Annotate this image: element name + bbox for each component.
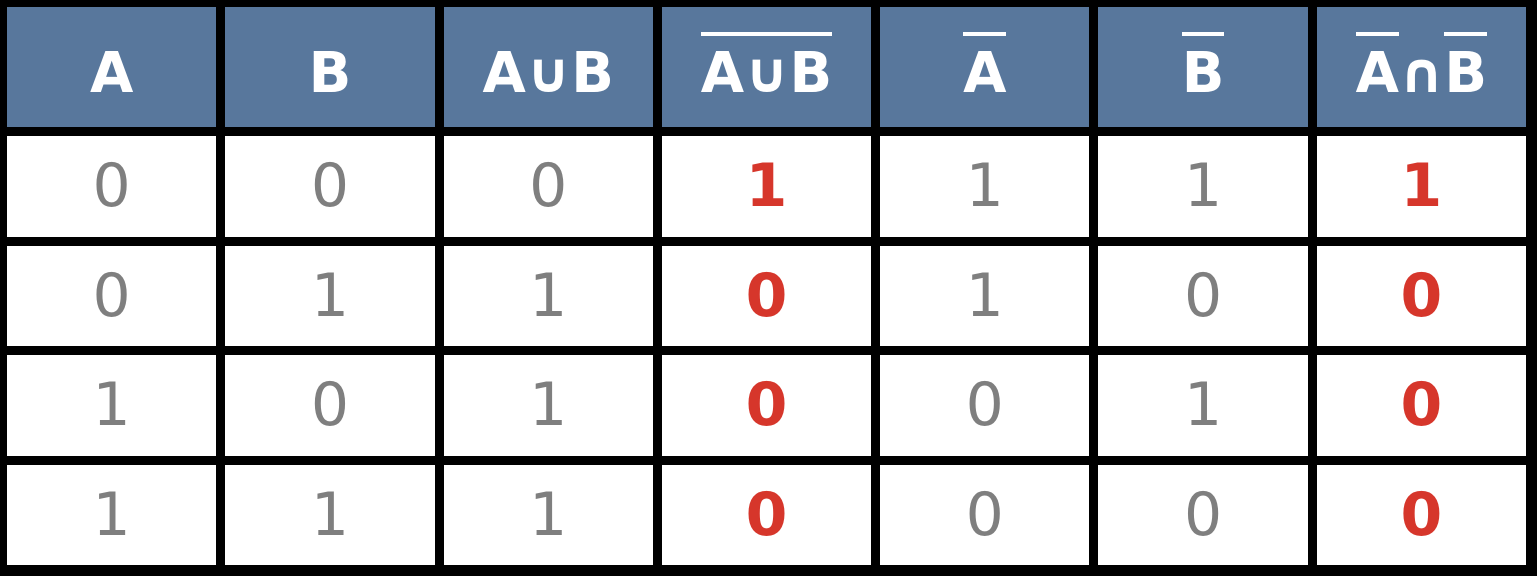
header-not-a-union-b-label: A∪B <box>700 32 833 102</box>
table-cell: 0 <box>225 136 435 237</box>
header-not-a-union-b: A∪B <box>661 7 872 127</box>
table-cell: 0 <box>7 245 217 346</box>
table-cell: 0 <box>880 355 1090 456</box>
table-cell: 0 <box>661 355 872 456</box>
table-cell: 0 <box>7 136 217 237</box>
table-cell: 1 <box>880 245 1090 346</box>
table-cell: 1 <box>661 136 872 237</box>
table-cell: 1 <box>1098 136 1308 237</box>
table-cell: 0 <box>880 464 1090 565</box>
table-cell: 1 <box>1098 355 1308 456</box>
header-part-not-b: B <box>1444 32 1488 102</box>
table-cell: 1 <box>225 464 435 565</box>
header-not-b: B <box>1098 7 1308 127</box>
table-cell: 1 <box>443 464 653 565</box>
table-cell: 0 <box>661 245 872 346</box>
table-cell: 1 <box>7 464 217 565</box>
table-cell: 1 <box>443 245 653 346</box>
header-part-intersect: ∩ <box>1398 41 1445 106</box>
table-cell: 0 <box>1316 464 1526 565</box>
header-a-union-b: A∪B <box>443 7 653 127</box>
table-cell: 0 <box>1316 355 1526 456</box>
table-cell: 0 <box>661 464 872 565</box>
table-cell: 1 <box>880 136 1090 237</box>
header-b-label: B <box>308 41 352 106</box>
table-cell: 1 <box>7 355 217 456</box>
table-cell: 0 <box>1098 464 1308 565</box>
header-not-a-label: A <box>963 32 1007 102</box>
table-cell: 0 <box>443 136 653 237</box>
table-cell: 1 <box>443 355 653 456</box>
table-cell: 1 <box>1316 136 1526 237</box>
header-b: B <box>225 7 435 127</box>
table-cell: 0 <box>1098 245 1308 346</box>
header-not-b-label: B <box>1181 32 1225 102</box>
header-not-a: A <box>880 7 1090 127</box>
table-cell: 0 <box>225 355 435 456</box>
header-row: A B A∪B A∪B A B A∩B <box>7 7 1526 127</box>
table-cell: 0 <box>1316 245 1526 346</box>
header-a-label: A <box>89 41 134 106</box>
header-a: A <box>7 7 217 127</box>
table-cell: 1 <box>225 245 435 346</box>
header-part-not-a: A <box>1355 32 1399 102</box>
header-not-a-intersect-not-b: A∩B <box>1316 7 1526 127</box>
header-a-union-b-label: A∪B <box>482 41 614 106</box>
